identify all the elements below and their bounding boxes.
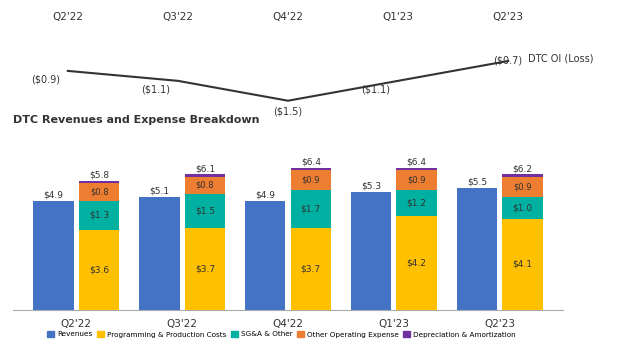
Text: ($1.1): ($1.1)	[141, 84, 170, 94]
Text: $5.8: $5.8	[89, 171, 109, 180]
Text: $3.7: $3.7	[301, 264, 321, 273]
Text: $4.2: $4.2	[406, 259, 426, 268]
Text: $0.8: $0.8	[196, 181, 214, 190]
Bar	[79, 181, 119, 183]
Text: DTC OI (Loss): DTC OI (Loss)	[528, 54, 593, 64]
Text: $0.9: $0.9	[407, 175, 426, 184]
Text: $3.6: $3.6	[89, 265, 109, 274]
Text: $6.4: $6.4	[406, 158, 427, 166]
Text: $5.3: $5.3	[361, 182, 381, 191]
Bar	[140, 196, 179, 310]
Legend: Revenues, Programming & Production Costs, SG&A & Other, Other Operating Expense,: Revenues, Programming & Production Costs…	[44, 328, 519, 341]
Bar	[291, 170, 331, 190]
Bar	[79, 183, 119, 201]
Bar	[79, 230, 119, 310]
Bar	[397, 190, 436, 216]
Bar	[291, 227, 331, 310]
Text: ($1.5): ($1.5)	[273, 107, 303, 117]
Bar	[185, 176, 225, 194]
Bar	[397, 170, 436, 190]
Text: $1.5: $1.5	[195, 206, 215, 215]
Text: DTC Revenues and Expense Breakdown: DTC Revenues and Expense Breakdown	[13, 115, 259, 125]
Bar	[291, 190, 331, 227]
Text: Q2'23: Q2'23	[493, 12, 524, 22]
Bar	[397, 168, 436, 170]
Text: $3.7: $3.7	[195, 264, 215, 273]
Text: $0.9: $0.9	[301, 175, 320, 184]
Text: Q1'23: Q1'23	[383, 12, 413, 22]
Bar	[502, 219, 543, 310]
Text: $5.1: $5.1	[149, 186, 170, 195]
Text: Q3'22: Q3'22	[163, 12, 193, 22]
Bar	[502, 176, 543, 196]
Bar	[79, 201, 119, 230]
Bar	[291, 168, 331, 170]
Text: $4.9: $4.9	[44, 191, 63, 200]
Text: $0.9: $0.9	[513, 182, 532, 191]
Text: ($0.9): ($0.9)	[31, 74, 60, 84]
Text: $6.4: $6.4	[301, 158, 321, 166]
Text: $6.1: $6.1	[195, 164, 215, 173]
Text: $1.7: $1.7	[301, 204, 321, 213]
Text: $1.2: $1.2	[406, 199, 427, 208]
Bar	[397, 216, 436, 310]
Bar	[185, 174, 225, 176]
Bar	[351, 192, 391, 310]
Bar	[457, 187, 497, 310]
Text: ($1.1): ($1.1)	[362, 84, 390, 94]
Bar	[502, 174, 543, 176]
Text: $5.5: $5.5	[467, 178, 487, 186]
Text: Q2'22: Q2'22	[52, 12, 83, 22]
Text: $4.9: $4.9	[255, 191, 275, 200]
Bar	[185, 227, 225, 310]
Text: ($0.7): ($0.7)	[493, 56, 523, 66]
Text: $1.0: $1.0	[513, 203, 532, 212]
Bar	[33, 201, 74, 310]
Text: $6.2: $6.2	[513, 164, 532, 173]
Bar	[185, 194, 225, 227]
Text: $4.1: $4.1	[513, 260, 532, 269]
Text: Q4'22: Q4'22	[273, 12, 303, 22]
Bar	[502, 196, 543, 219]
Text: $1.3: $1.3	[89, 211, 109, 220]
Bar	[245, 201, 285, 310]
Text: $0.8: $0.8	[90, 187, 108, 196]
